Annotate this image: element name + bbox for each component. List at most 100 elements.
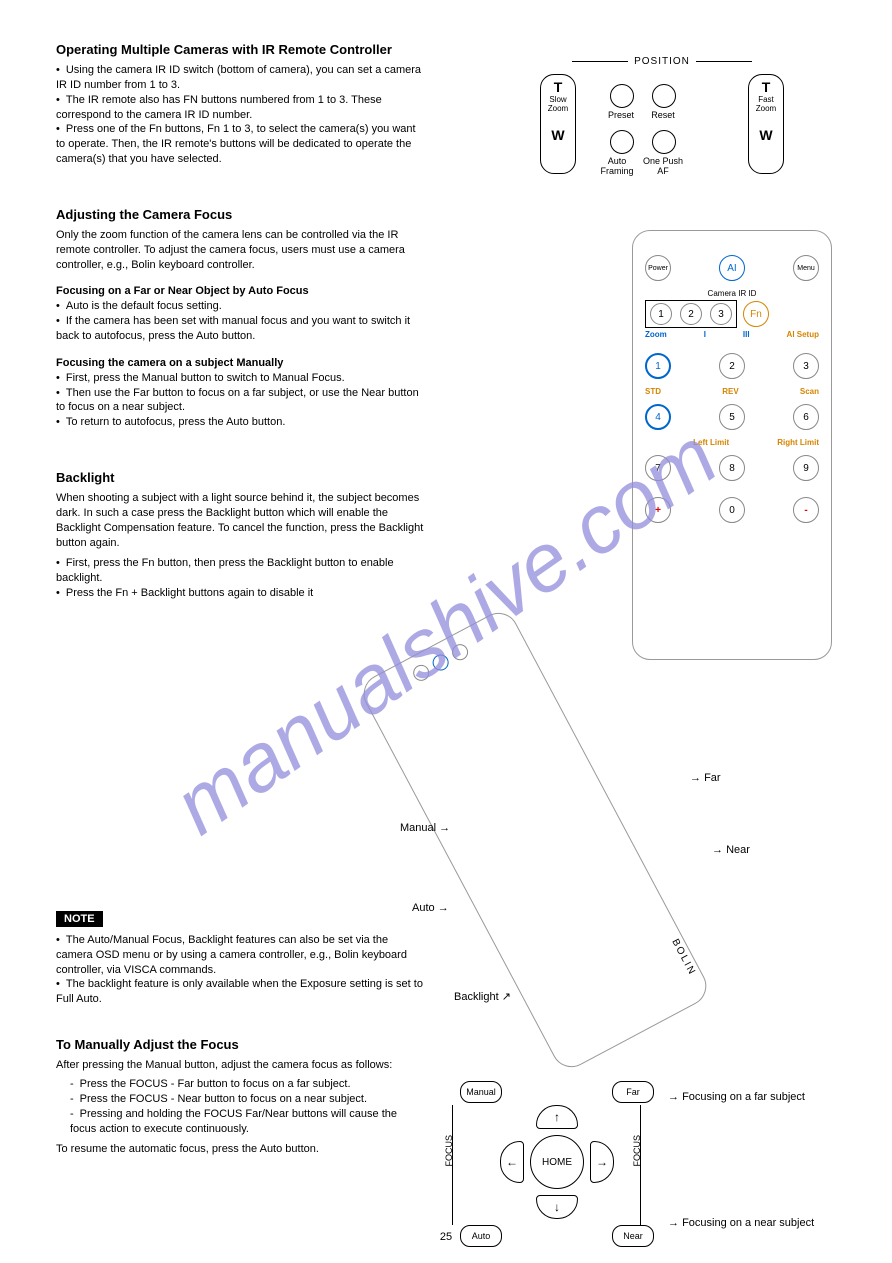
camera-ir-id-label: Camera IR ID <box>645 289 819 298</box>
preset-button-icon <box>610 84 634 108</box>
list-item: Press the FOCUS - Far button to focus on… <box>70 1077 426 1092</box>
ir-id-1: 1 <box>650 303 672 325</box>
page-number: 25 <box>440 1231 452 1243</box>
note-list: The Auto/Manual Focus, Backlight feature… <box>56 933 426 1007</box>
num-1: 1 <box>645 353 671 379</box>
manual-annotation: Manual → <box>400 822 450 834</box>
right-petal: → <box>590 1141 614 1183</box>
manual-adjust-foot: To resume the automatic focus, press the… <box>56 1142 426 1157</box>
list-item: To return to autofocus, press the Auto b… <box>56 415 426 430</box>
section-title-backlight: Backlight <box>56 470 426 485</box>
num-2: 2 <box>719 353 745 379</box>
far-annotation: → Far <box>690 772 721 784</box>
power-button: Power <box>645 255 671 281</box>
section-title-adjusting-focus: Adjusting the Camera Focus <box>56 207 426 222</box>
left-petal: ← <box>500 1141 524 1183</box>
note-block: NOTE The Auto/Manual Focus, Backlight fe… <box>56 901 426 1157</box>
bracket-right <box>640 1105 641 1225</box>
subheading-autofocus: Focusing on a Far or Near Object by Auto… <box>56 284 426 299</box>
list-item: The IR remote also has FN buttons number… <box>56 93 426 123</box>
scan-label: Scan <box>800 387 819 396</box>
rightlimit-label: Right Limit <box>777 438 819 447</box>
autofocus-list: Auto is the default focus setting. If th… <box>56 299 426 344</box>
note-badge: NOTE <box>56 911 103 927</box>
autoframing-label: Auto Framing <box>592 156 642 176</box>
backlight-list: First, press the Fn button, then press t… <box>56 556 426 601</box>
keypad-diagram: Power AI Menu Camera IR ID 1 2 3 Fn Zoom… <box>632 230 832 660</box>
num-5: 5 <box>719 404 745 430</box>
page: manualshive.com Operating Multiple Camer… <box>0 0 892 1263</box>
up-petal: ↑ <box>536 1105 578 1129</box>
section-title-manual-adjust: To Manually Adjust the Focus <box>56 1037 426 1052</box>
far-subject-annotation: → Focusing on a far subject <box>668 1091 805 1103</box>
near-annotation: → Near <box>712 844 750 856</box>
slow-zoom-rocker: T Slow Zoom W <box>540 74 576 174</box>
near-button: Near <box>612 1225 654 1247</box>
far-button: Far <box>612 1081 654 1103</box>
backlight-annotation: Backlight ↗ <box>454 990 511 1003</box>
home-button: HOME <box>530 1135 584 1189</box>
iii-label: III <box>743 330 750 339</box>
manual-adjust-list: Press the FOCUS - Far button to focus on… <box>70 1077 426 1136</box>
multi-camera-list: Using the camera IR ID switch (bottom of… <box>56 63 426 167</box>
left-column: Operating Multiple Cameras with IR Remot… <box>56 42 426 601</box>
down-petal: ↓ <box>536 1195 578 1219</box>
ir-id-3: 3 <box>710 303 732 325</box>
mini-btn <box>449 641 471 663</box>
onepush-button-icon <box>652 130 676 154</box>
ir-id-box: 1 2 3 <box>645 300 737 328</box>
fn-button: Fn <box>743 301 769 327</box>
bracket-left <box>452 1105 453 1225</box>
section-title-multiple-cameras: Operating Multiple Cameras with IR Remot… <box>56 42 426 57</box>
position-diagram: POSITION T Slow Zoom W T Fast Zoom W Pre… <box>532 56 792 206</box>
minus-button: - <box>793 497 819 523</box>
aisetup-label: AI Setup <box>787 330 819 339</box>
num-9: 9 <box>793 455 819 481</box>
auto-button: Auto <box>460 1225 502 1247</box>
reset-button-icon <box>652 84 676 108</box>
slow-w-label: W <box>541 127 575 143</box>
focus-diagram: Manual Far Auto Near HOME ↑ ↓ ← → FOCUS … <box>440 1075 820 1255</box>
num-6: 6 <box>793 404 819 430</box>
menu-button: Menu <box>793 255 819 281</box>
manual-button: Manual <box>460 1081 502 1103</box>
list-item: The Auto/Manual Focus, Backlight feature… <box>56 933 426 978</box>
num-0: 0 <box>719 497 745 523</box>
std-label: STD <box>645 387 661 396</box>
autoframing-button-icon <box>610 130 634 154</box>
mini-btn <box>410 662 432 684</box>
list-item: Then use the Far button to focus on a fa… <box>56 386 426 416</box>
subheading-manualfocus: Focusing the camera on a subject Manuall… <box>56 356 426 371</box>
list-item: Press the Fn + Backlight buttons again t… <box>56 586 426 601</box>
list-item: Press the FOCUS - Near button to focus o… <box>70 1092 426 1107</box>
i-label: I <box>704 330 706 339</box>
auto-annotation: Auto → <box>412 902 449 914</box>
ai-button: AI <box>719 255 745 281</box>
list-item: Pressing and holding the FOCUS Far/Near … <box>70 1107 426 1137</box>
fast-w-label: W <box>749 127 783 143</box>
onepush-label: One Push AF <box>638 156 688 176</box>
zoom-label: Zoom <box>645 330 667 339</box>
list-item: Press one of the Fn buttons, Fn 1 to 3, … <box>56 122 426 167</box>
list-item: Auto is the default focus setting. <box>56 299 426 314</box>
num-7: 7 <box>645 455 671 481</box>
list-item: The backlight feature is only available … <box>56 977 426 1007</box>
list-item: If the camera has been set with manual f… <box>56 314 426 344</box>
num-8: 8 <box>719 455 745 481</box>
ir-id-2: 2 <box>680 303 702 325</box>
num-3: 3 <box>793 353 819 379</box>
reset-label: Reset <box>638 110 688 120</box>
brand-label: BOLIN <box>669 937 697 977</box>
fast-zoom-rocker: T Fast Zoom W <box>748 74 784 174</box>
rev-label: REV <box>722 387 738 396</box>
slow-label: Slow Zoom <box>541 95 575 113</box>
position-title: POSITION <box>532 56 792 67</box>
backlight-intro: When shooting a subject with a light sou… <box>56 491 426 550</box>
manualfocus-list: First, press the Manual button to switch… <box>56 371 426 430</box>
near-subject-annotation: → Focusing on a near subject <box>668 1217 814 1229</box>
manual-adjust-intro: After pressing the Manual button, adjust… <box>56 1058 426 1073</box>
plus-button: + <box>645 497 671 523</box>
list-item: First, press the Manual button to switch… <box>56 371 426 386</box>
slow-t-label: T <box>541 79 575 95</box>
focus-intro: Only the zoom function of the camera len… <box>56 228 426 273</box>
